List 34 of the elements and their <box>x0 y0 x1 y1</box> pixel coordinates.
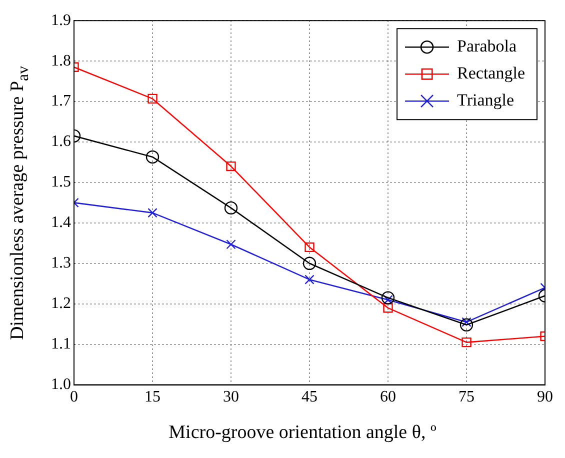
y-tick-label: 1.9 <box>51 12 71 29</box>
point <box>148 94 158 104</box>
legend-label: Parabola <box>457 36 517 56</box>
y-tick-label: 1.4 <box>51 214 71 232</box>
y-tick-label: 1.1 <box>51 336 71 353</box>
point <box>302 256 316 270</box>
x-tick-label: 90 <box>537 388 553 406</box>
x-tick-label: 60 <box>380 388 396 406</box>
y-tick-label: 1.3 <box>51 254 71 272</box>
point <box>304 274 314 284</box>
x-tick-label: 15 <box>144 388 160 406</box>
point <box>226 161 236 172</box>
y-tick-label: 1.0 <box>51 376 71 394</box>
x-axis-title: Micro-groove orientation angle θ, º <box>168 422 438 444</box>
x-tick-label: 0 <box>70 388 78 406</box>
point <box>383 303 393 313</box>
point <box>226 240 236 250</box>
y-tick-label: 1.8 <box>51 52 71 70</box>
legend-label: Triangle <box>457 90 514 110</box>
point <box>460 318 474 332</box>
y-tick-label: 1.2 <box>51 295 71 312</box>
point <box>462 337 472 348</box>
x-tick-label: 30 <box>223 388 239 406</box>
point <box>304 242 314 252</box>
y-tick-label: 1.7 <box>51 92 71 110</box>
x-tick-label: 45 <box>302 388 318 406</box>
point <box>381 291 395 304</box>
legend-label: Rectangle <box>457 64 525 83</box>
point <box>148 208 158 218</box>
point <box>224 201 238 215</box>
point <box>146 150 160 164</box>
y-tick-label: 1.5 <box>51 174 71 191</box>
x-tick-label: 75 <box>458 388 474 406</box>
y-tick-label: 1.6 <box>51 133 71 150</box>
